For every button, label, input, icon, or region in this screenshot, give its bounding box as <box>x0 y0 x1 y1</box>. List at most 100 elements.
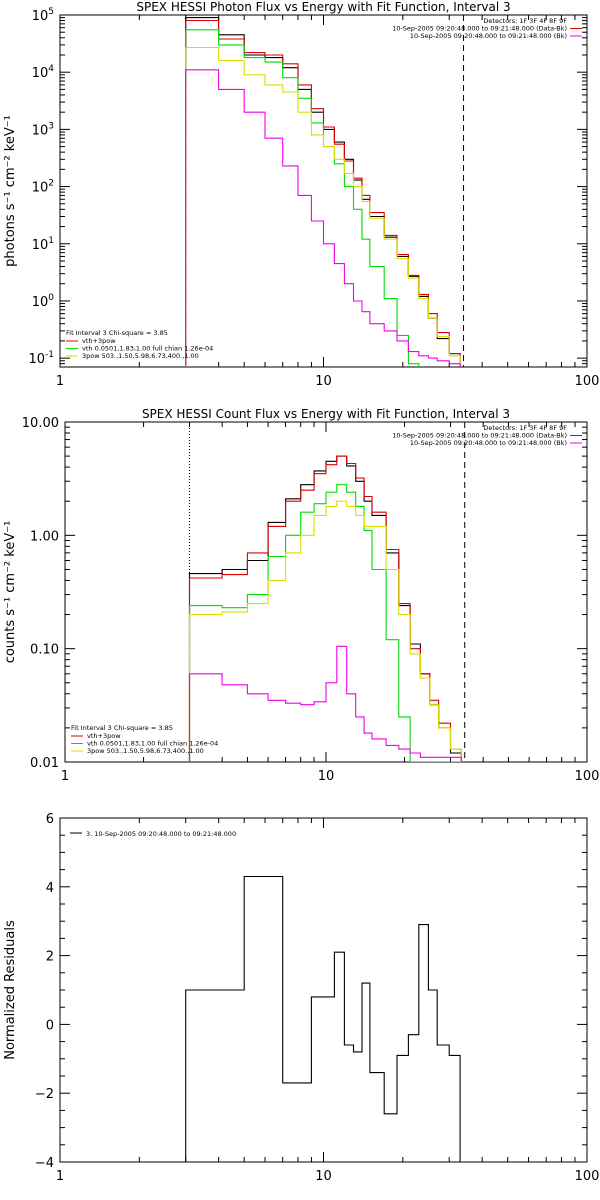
series-5-point <box>379 738 380 739</box>
y-tick-label: −2 <box>35 1087 54 1102</box>
series-3-point <box>254 57 255 58</box>
panel-3: 1 10 100 −4 −2 0 2 4 6 Normalized Residuals 3. 10-… <box>3 812 599 1184</box>
y-tick-label: 2 <box>46 950 54 965</box>
series-1-point <box>234 569 235 570</box>
series-2-point <box>351 463 352 464</box>
series-1-point <box>290 1082 291 1083</box>
series-1-point <box>402 1055 403 1056</box>
series-2-point <box>341 456 342 457</box>
series-4-point <box>317 134 318 135</box>
series-1-point <box>254 876 255 877</box>
series-4-point <box>423 298 424 299</box>
series-5-point <box>202 69 203 70</box>
series-4-point <box>413 278 414 279</box>
series-4-point <box>443 336 444 337</box>
series-4-point <box>367 526 368 527</box>
y-tick-base: 10 <box>32 238 49 253</box>
series-4-point <box>257 603 258 604</box>
legend-bottom-title: Fit Interval 3 Chi-square = 3.85 <box>71 724 173 732</box>
y-tick-label: 10.00 <box>22 416 59 431</box>
x-tick-label: 10 <box>315 374 332 389</box>
y-tick-label: 105 <box>32 7 54 24</box>
series-2-point <box>276 526 277 527</box>
series-5-point <box>273 138 274 139</box>
series-3-point <box>359 506 360 507</box>
series-1-point <box>443 338 444 339</box>
series-5-point <box>307 704 308 705</box>
y-tick-label: 1.00 <box>30 529 59 544</box>
series-1-point <box>423 924 424 925</box>
series-1-point <box>231 989 232 990</box>
x-tick-label: 1 <box>56 1169 64 1184</box>
series-4-point <box>415 653 416 654</box>
series-3-point <box>357 209 358 210</box>
series-4-point <box>348 173 349 174</box>
series-5-point <box>455 757 456 758</box>
series-2-point <box>202 20 203 21</box>
series-5-point <box>454 363 455 364</box>
series-4-point <box>392 569 393 570</box>
y-tick-base: 10 <box>28 352 45 367</box>
series-5-point <box>205 673 206 674</box>
series-1-point <box>455 752 456 753</box>
series-5-point <box>357 300 358 301</box>
series-2-point <box>307 490 308 491</box>
series-4-point <box>432 318 433 319</box>
y-axis-label: counts s⁻¹ cm⁻² keV⁻¹ <box>3 521 18 664</box>
x-tick-label: 1 <box>56 374 64 389</box>
series-2-point <box>205 577 206 578</box>
series-2-point <box>444 723 445 724</box>
series-3-point <box>379 569 380 570</box>
series-1-point <box>205 573 206 574</box>
y-tick-label: 104 <box>32 64 55 81</box>
series-1-point <box>231 34 232 35</box>
series-3-point <box>392 639 393 640</box>
series-4-point <box>425 678 426 679</box>
series-3-point <box>377 266 378 267</box>
x-tick-label: 100 <box>575 769 600 784</box>
panel-1: SPEX HESSI Photon Flux vs Energy with Fi… <box>3 0 599 389</box>
series-5-point <box>348 283 349 284</box>
legend-bottom-title: Fit Interval 3 Chi-square = 3.85 <box>66 329 168 337</box>
series-5-point <box>328 243 329 244</box>
series-3-point <box>317 122 318 123</box>
series-1-point <box>339 952 340 953</box>
series-2-point <box>425 673 426 674</box>
legend-bottom-entry: vth+3pow <box>87 732 121 740</box>
series-2-point <box>432 313 433 314</box>
y-tick-exponent: 5 <box>48 7 54 17</box>
series-5-point <box>443 360 444 361</box>
series-4-point <box>341 501 342 502</box>
series-line-2 <box>185 19 461 367</box>
series-4-point <box>404 614 405 615</box>
y-tick-label: 102 <box>32 179 54 196</box>
legend-top-line: 10-Sep-2005 09:20:48.000 to 09:21:48.000… <box>392 432 567 440</box>
series-1-point <box>379 515 380 516</box>
y-tick-exponent: -1 <box>45 350 54 360</box>
series-3-point <box>348 186 349 187</box>
series-5-point <box>365 311 366 312</box>
series-3-point <box>293 535 294 536</box>
series-1-point <box>404 605 405 606</box>
y-tick-base: 10 <box>32 295 49 310</box>
y-tick-label: −4 <box>35 1156 54 1171</box>
series-3-point <box>290 77 291 78</box>
series-2-point <box>357 178 358 179</box>
series-1-point <box>365 199 366 200</box>
series-5-point <box>231 89 232 90</box>
legend-bottom-entry: 3pow 503.,1.50,5.98,6.73,400.,1.00 <box>82 352 199 360</box>
series-1-point <box>443 1044 444 1045</box>
series-2-point <box>234 574 235 575</box>
panel-2: SPEX HESSI Count Flux vs Energy with Fit… <box>3 407 599 784</box>
series-3-point <box>234 607 235 608</box>
series-4-point <box>254 74 255 75</box>
series-4-point <box>379 526 380 527</box>
series-1-point <box>254 54 255 55</box>
series-5-point <box>423 355 424 356</box>
series-5-point <box>317 220 318 221</box>
series-2-point <box>367 496 368 497</box>
legend-top-line: 10-Sep-2005 09:20:48.000 to 09:21:48.000… <box>410 32 567 40</box>
series-4-point <box>276 580 277 581</box>
series-group <box>185 17 461 367</box>
